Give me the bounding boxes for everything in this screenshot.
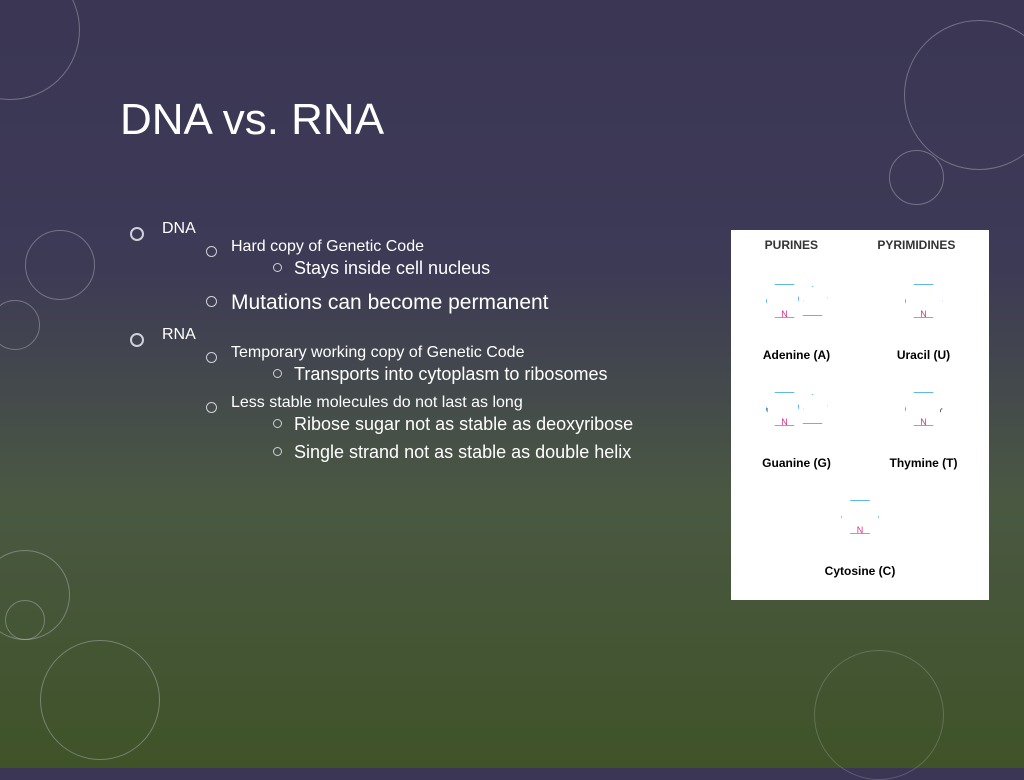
bullet-icon xyxy=(273,263,282,272)
atom-label: CH xyxy=(943,298,955,308)
list-item: Temporary working copy of Genetic Code T… xyxy=(206,344,633,390)
bg-circle xyxy=(0,550,70,640)
molecule-thymine: O HN CH₃ N H Thymine (T) xyxy=(862,366,985,470)
list-item-label: DNA xyxy=(162,220,549,238)
list-item-label: Mutations can become permanent xyxy=(231,288,549,317)
atom-label: HC xyxy=(753,298,765,308)
list-item: Mutations can become permanent xyxy=(206,288,549,317)
list-item: Ribose sugar not as stable as deoxyribos… xyxy=(273,412,633,437)
atom-label: O xyxy=(920,381,927,391)
molecule-name: Uracil (U) xyxy=(897,348,950,362)
list-item: Transports into cytoplasm to ribosomes xyxy=(273,362,607,387)
atom-label: H xyxy=(920,319,927,329)
atom-label: H xyxy=(857,535,864,545)
bullet-icon xyxy=(206,352,217,363)
diagram-header-pyrimidines: PYRIMIDINES xyxy=(877,238,955,252)
list-item: Single strand not as stable as double he… xyxy=(273,440,633,465)
list-item-label: RNA xyxy=(162,326,633,344)
atom-label: O xyxy=(920,273,927,283)
list-item-label: Less stable molecules do not last as lon… xyxy=(231,394,633,412)
list-item: Hard copy of Genetic Code Stays inside c… xyxy=(206,238,549,284)
molecule-name: Thymine (T) xyxy=(890,456,958,470)
molecule-name: Adenine (A) xyxy=(763,348,830,362)
list-item-label: Hard copy of Genetic Code xyxy=(231,238,490,256)
bullet-icon xyxy=(273,369,282,378)
atom-label: O xyxy=(828,514,835,524)
list-item-label: Transports into cytoplasm to ribosomes xyxy=(294,362,607,387)
list-item: Less stable molecules do not last as lon… xyxy=(206,394,633,468)
bullet-icon xyxy=(130,227,144,241)
molecule-name: Guanine (G) xyxy=(762,456,831,470)
list-item-label: Temporary working copy of Genetic Code xyxy=(231,344,607,362)
molecule-diagram: PURINES PYRIMIDINES NH₂ HC N H CH Aden xyxy=(731,230,989,600)
bg-circle xyxy=(0,0,80,100)
list-item: RNA Temporary working copy of Genetic Co… xyxy=(130,326,690,473)
molecule-adenine: NH₂ HC N H CH Adenine (A) xyxy=(735,258,858,362)
molecule-name: Cytosine (C) xyxy=(825,564,896,578)
bg-circle xyxy=(40,640,160,760)
nitrogen-label: N xyxy=(781,417,788,427)
bullet-icon xyxy=(273,419,282,428)
list-item-label: Stays inside cell nucleus xyxy=(294,256,490,281)
list-item-label: Single strand not as stable as double he… xyxy=(294,440,631,465)
bullet-icon xyxy=(206,296,217,307)
nitrogen-label: N xyxy=(920,417,927,427)
bullet-icon xyxy=(206,246,217,257)
bullet-icon xyxy=(273,447,282,456)
atom-label: H xyxy=(781,427,788,437)
list-item: DNA Hard copy of Genetic Code Stays insi… xyxy=(130,220,690,322)
slide-title: DNA vs. RNA xyxy=(120,95,384,145)
bg-circle xyxy=(814,650,944,780)
bg-circle xyxy=(0,300,40,350)
molecule-uracil: O HN CH N H Uracil (U) xyxy=(862,258,985,362)
atom-label: CH₃ xyxy=(940,406,956,416)
atom-label: H xyxy=(781,319,788,329)
atom-label: CH xyxy=(828,298,840,308)
atom-label: CH xyxy=(828,406,840,416)
bullet-icon xyxy=(206,402,217,413)
slide-body: DNA Hard copy of Genetic Code Stays insi… xyxy=(130,220,690,476)
atom-label: NH₂ xyxy=(852,489,868,499)
bg-circle xyxy=(25,230,95,300)
atom-label: CH xyxy=(880,514,892,524)
nitrogen-label: N xyxy=(781,309,788,319)
bg-circle xyxy=(5,600,45,640)
bullet-icon xyxy=(130,333,144,347)
atom-label: O xyxy=(781,381,788,391)
atom-label: NH₂ xyxy=(777,273,793,283)
molecule-guanine: O H₂N N H CH Guanine (G) xyxy=(735,366,858,470)
bg-circle xyxy=(904,20,1024,170)
nitrogen-label: N xyxy=(920,309,927,319)
atom-label: H xyxy=(920,427,927,437)
bg-circle xyxy=(889,150,944,205)
list-item-label: Ribose sugar not as stable as deoxyribos… xyxy=(294,412,633,437)
molecule-cytosine: NH₂ O CH N H Cytosine (C) xyxy=(735,474,985,578)
nitrogen-label: N xyxy=(857,525,864,535)
diagram-header-purines: PURINES xyxy=(765,238,818,252)
atom-label: H₂N xyxy=(753,406,769,416)
list-item: Stays inside cell nucleus xyxy=(273,256,490,281)
atom-label: HN xyxy=(892,406,904,416)
atom-label: HN xyxy=(892,298,904,308)
